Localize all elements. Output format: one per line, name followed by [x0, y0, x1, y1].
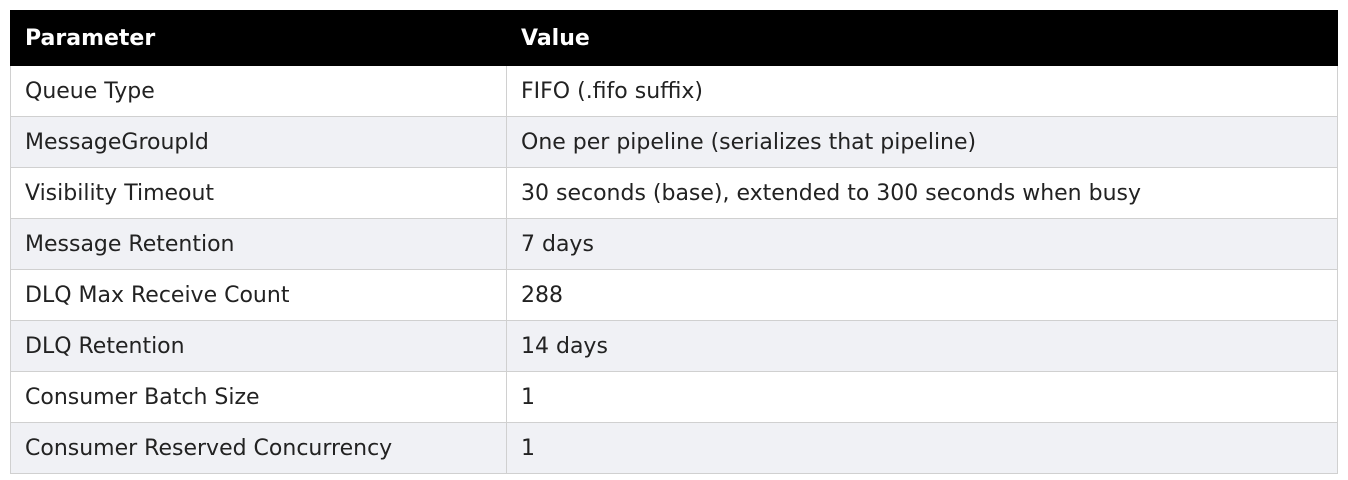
header-cell: Parameter [10, 10, 507, 66]
table-cell: 288 [506, 269, 1338, 321]
table-row: Consumer Reserved Concurrency 1 [10, 422, 1338, 474]
table-row: Queue Type FIFO (.fifo suffix) [10, 65, 1338, 117]
table-row: DLQ Max Receive Count 288 [10, 269, 1338, 321]
table-cell: DLQ Retention [10, 320, 507, 372]
table-cell: 1 [506, 371, 1338, 423]
parameter-table: Parameter Value Queue Type FIFO (.fifo suf… [10, 10, 1338, 474]
table-cell: Queue Type [10, 65, 507, 117]
header-row: Parameter Value [10, 10, 1338, 66]
table-cell: DLQ Max Receive Count [10, 269, 507, 321]
table-cell: 14 days [506, 320, 1338, 372]
table-cell: One per pipeline (serializes that pipeli… [506, 116, 1338, 168]
table-row: Message Retention 7 days [10, 218, 1338, 270]
table-row: Visibility Timeout 30 seconds (base), ext… [10, 167, 1338, 219]
table-cell: 1 [506, 422, 1338, 474]
table-row: MessageGroupId One per pipeline (serializ… [10, 116, 1338, 168]
table-cell: Visibility Timeout [10, 167, 507, 219]
table-row: Consumer Batch Size 1 [10, 371, 1338, 423]
header-cell: Value [506, 10, 1338, 66]
table-row: DLQ Retention 14 days [10, 320, 1338, 372]
table-cell: 7 days [506, 218, 1338, 270]
table-cell: Consumer Batch Size [10, 371, 507, 423]
table-cell: 30 seconds (base), extended to 300 secon… [506, 167, 1338, 219]
table-body: Queue Type FIFO (.fifo suffix) MessageGrou… [10, 65, 1338, 474]
table-cell: MessageGroupId [10, 116, 507, 168]
table-cell: Message Retention [10, 218, 507, 270]
table-cell: Consumer Reserved Concurrency [10, 422, 507, 474]
table-cell: FIFO (.fifo suffix) [506, 65, 1338, 117]
